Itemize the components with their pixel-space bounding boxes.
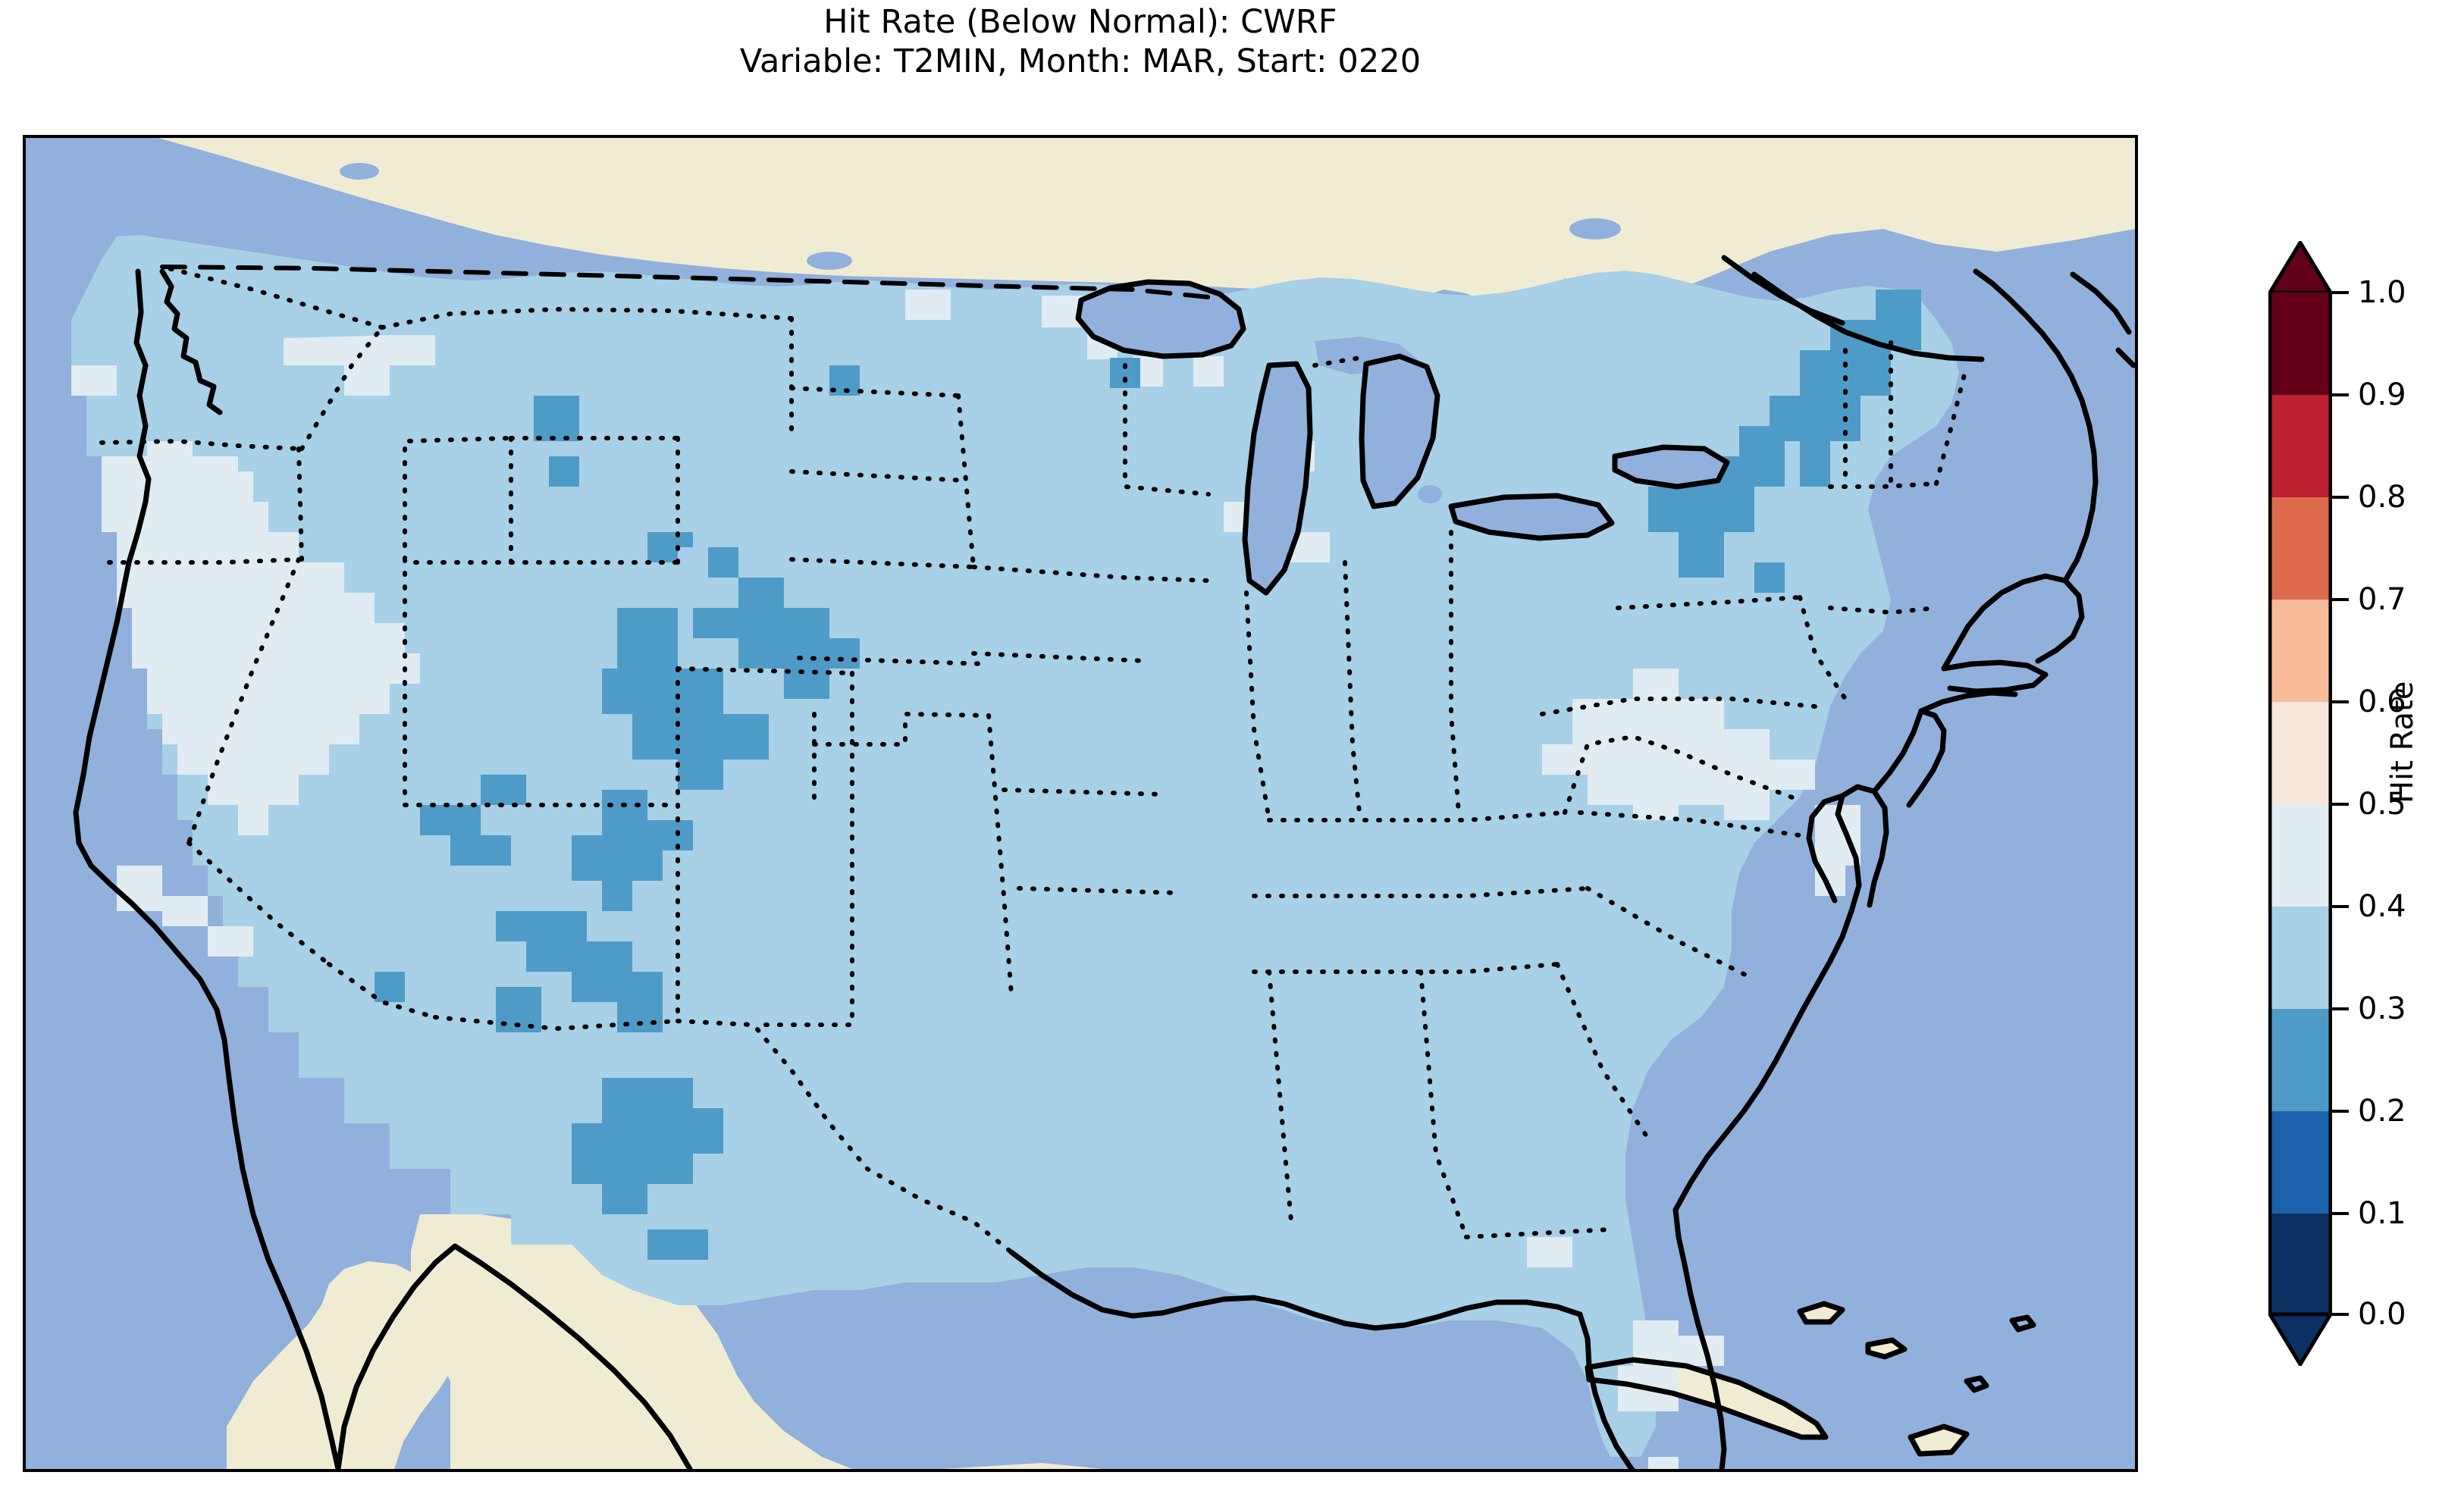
map-plot (26, 138, 2135, 1469)
colorbar-tick-mark (2332, 393, 2349, 396)
colorbar-tick-mark (2332, 1110, 2349, 1113)
figure-title: Hit Rate (Below Normal): CWRF Variable: … (0, 3, 2161, 81)
colorbar-tick-mark (2332, 700, 2349, 703)
colorbar-tick-label: 1.0 (2358, 275, 2406, 310)
colorbar-tick-mark (2332, 905, 2349, 908)
colorbar-bin-0.6-0.7 (2270, 600, 2331, 702)
map-axes (23, 135, 2138, 1472)
colorbar-axis-label: Hit Rate (2385, 681, 2420, 803)
colorbar-tick-mark (2332, 496, 2349, 499)
colorbar-tick-label: 0.3 (2358, 991, 2406, 1026)
colorbar-tick-label: 0.8 (2358, 480, 2406, 515)
colorbar-bin-0.1-0.2 (2270, 1111, 2331, 1214)
colorbar-tick-mark (2332, 1007, 2349, 1010)
colorbar[interactable]: 1.0 0.9 0.8 0.7 0.6 0.5 0.4 0.3 0.2 0.1 … (2268, 241, 2406, 1366)
colorbar-bin-0.3-0.4 (2270, 907, 2331, 1009)
colorbar-tick-label: 0.1 (2358, 1196, 2406, 1231)
bin-0.3-0.4-base (71, 235, 1959, 1457)
colorbar-bin-0.8-0.9 (2270, 395, 2331, 497)
colorbar-tick-label: 0.0 (2358, 1297, 2406, 1332)
state-borders-layer (99, 265, 1969, 1254)
colorbar-tick-label: 0.9 (2358, 377, 2406, 412)
colorbar-tick-label: 0.6 (2358, 684, 2406, 719)
colorbar-swatches (2268, 241, 2332, 1366)
colorbar-tick-label: 0.4 (2358, 889, 2406, 924)
coastline-layer (73, 255, 2135, 1469)
colorbar-bin-0.0-0.1 (2270, 1214, 2331, 1314)
colorbar-bin-0.9-1.0 (2270, 293, 2331, 395)
colorbar-bin-0.4-0.5 (2270, 804, 2331, 907)
title-line-1: Hit Rate (Below Normal): CWRF (823, 3, 1337, 41)
colorbar-under-arrow (2268, 1312, 2332, 1366)
colorbar-tick-mark (2332, 598, 2349, 601)
colorbar-over-arrow (2268, 241, 2332, 295)
hitrate-data-layer (71, 235, 1959, 1469)
great-lakes-layer (1078, 282, 1727, 593)
colorbar-bin-0.5-0.6 (2270, 702, 2331, 804)
bin-0.2-0.3-patches (375, 290, 1921, 1260)
colorbar-tick-label: 0.2 (2358, 1094, 2406, 1129)
colorbar-tick-mark (2332, 1313, 2349, 1316)
colorbar-bin-0.7-0.8 (2270, 497, 2331, 600)
map-layers (26, 138, 2135, 1469)
colorbar-tick-mark (2332, 291, 2349, 294)
colorbar-bin-0.2-0.3 (2270, 1009, 2331, 1111)
title-line-2: Variable: T2MIN, Month: MAR, Start: 0220 (739, 42, 1422, 80)
colorbar-tick-mark (2332, 803, 2349, 806)
colorbar-tick-label: 0.5 (2358, 787, 2406, 822)
colorbar-tick-mark (2332, 1212, 2349, 1215)
colorbar-tick-label: 0.7 (2358, 582, 2406, 617)
